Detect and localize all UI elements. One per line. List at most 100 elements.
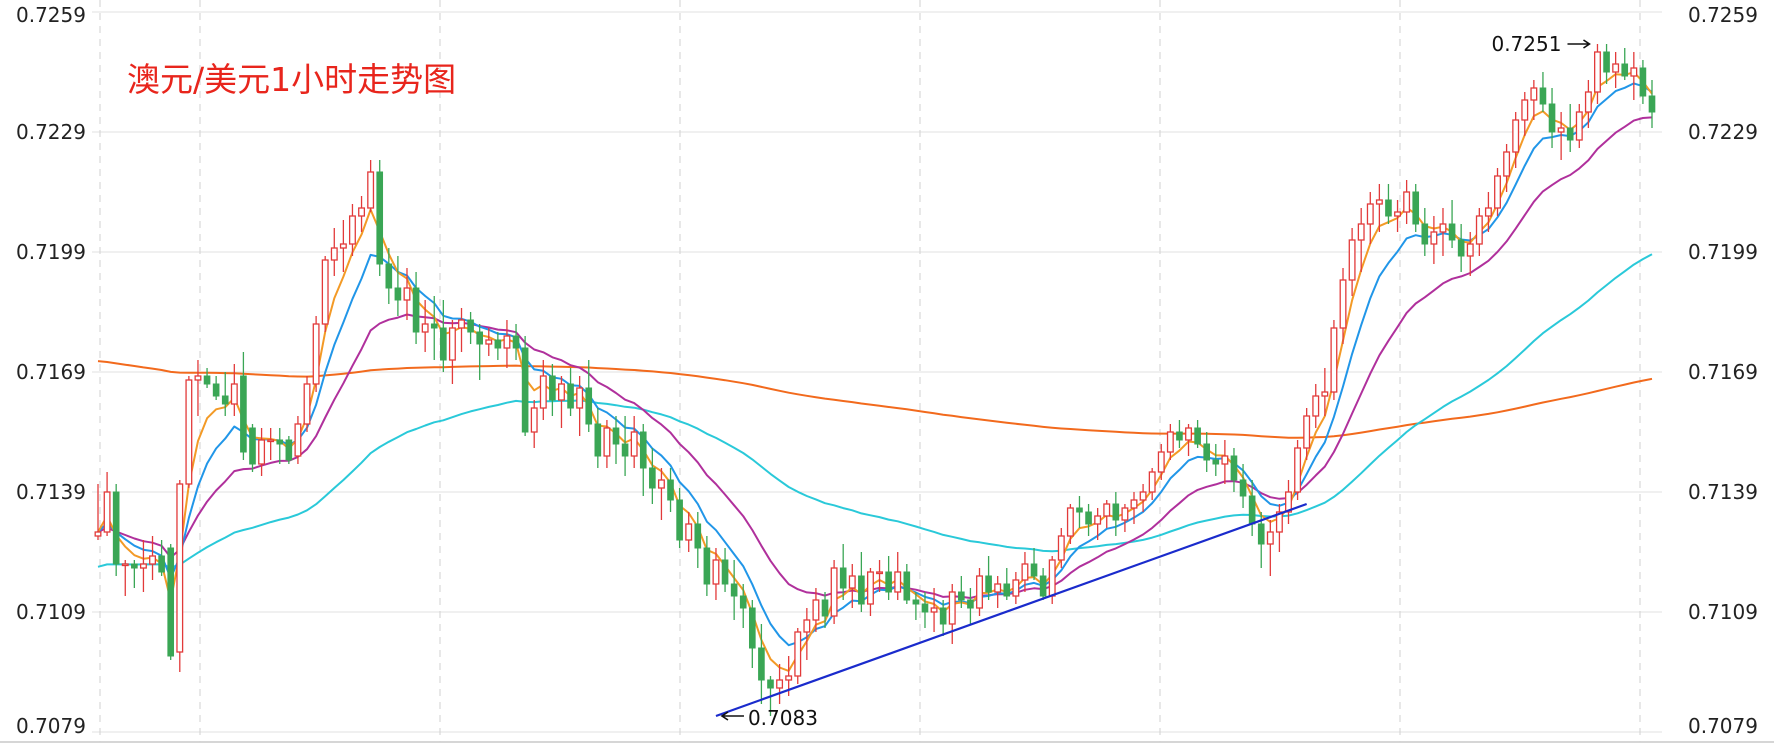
candle xyxy=(294,416,302,464)
moving-average-lines xyxy=(97,71,1653,672)
low-arrow xyxy=(720,711,744,721)
candle-body-up xyxy=(367,171,375,209)
candle xyxy=(594,408,602,468)
candle-body-up xyxy=(1403,191,1411,213)
candle xyxy=(1375,184,1383,232)
candle-body-up xyxy=(1012,579,1020,597)
candle xyxy=(1294,440,1302,500)
candle-body-down xyxy=(203,375,211,385)
candle-body-up xyxy=(830,567,838,617)
candle-body-down xyxy=(594,423,602,457)
candle-body-up xyxy=(1103,503,1111,517)
candle xyxy=(131,560,138,588)
candle xyxy=(685,512,693,552)
candle xyxy=(1057,528,1065,568)
candle xyxy=(1612,52,1620,88)
candle-body-down xyxy=(394,287,402,301)
candle-body-up xyxy=(1094,515,1102,525)
candle-body-down xyxy=(758,647,765,681)
candle xyxy=(739,584,747,628)
candle xyxy=(1157,444,1165,480)
vertical-grid xyxy=(99,0,1641,742)
candle xyxy=(394,256,402,316)
candle xyxy=(585,360,593,432)
candle-body-up xyxy=(776,679,784,689)
candle-body-up xyxy=(794,631,802,677)
candle xyxy=(794,628,802,684)
candle xyxy=(440,300,447,372)
candle xyxy=(1176,420,1183,448)
chart-title: 澳元/美元1小时走势图 xyxy=(127,60,456,99)
candle-body-up xyxy=(657,479,665,489)
candle-body-up xyxy=(894,571,902,593)
candle xyxy=(558,376,565,428)
candle-body-down xyxy=(1448,223,1456,241)
candle xyxy=(821,592,829,628)
candle xyxy=(657,468,665,520)
candle xyxy=(1494,168,1501,216)
candle xyxy=(1203,432,1211,472)
candle-body-up xyxy=(1057,535,1065,561)
candle-body-down xyxy=(1039,575,1047,597)
candle-body-up xyxy=(1221,455,1229,465)
candle xyxy=(267,428,275,460)
candle xyxy=(1557,112,1565,160)
candle xyxy=(1094,508,1102,540)
candle xyxy=(1330,320,1338,400)
y-axis-right: 0.7259 0.7229 0.7199 0.7169 0.7139 0.7109 0.70… xyxy=(1688,3,1758,738)
candle-body-up xyxy=(685,523,693,541)
candle-body-down xyxy=(1176,431,1183,441)
candle-body-down xyxy=(730,583,738,597)
candle xyxy=(876,560,884,592)
candle-body-up xyxy=(558,383,565,401)
candle-body-up xyxy=(1612,63,1620,73)
candle-body-down xyxy=(549,375,556,401)
ma-purple-line xyxy=(97,116,1653,599)
candle-body-down xyxy=(985,575,992,593)
candle xyxy=(467,312,474,344)
candle-body-down xyxy=(412,287,420,333)
candle-body-down xyxy=(1248,495,1256,525)
candle xyxy=(721,548,729,592)
candle-body-up xyxy=(1312,395,1320,417)
candle xyxy=(1621,48,1629,80)
candle-body-up xyxy=(1139,491,1147,501)
candle xyxy=(1457,224,1465,272)
candle-body-up xyxy=(712,559,720,585)
candle xyxy=(1339,268,1347,344)
candle-body-up xyxy=(176,483,184,653)
candle xyxy=(1475,208,1483,256)
candle-body-down xyxy=(376,171,384,265)
candle xyxy=(412,272,420,344)
candle xyxy=(1385,184,1392,224)
candle-body-up xyxy=(103,491,111,533)
candle-body-up xyxy=(1275,511,1283,533)
candle xyxy=(185,376,193,488)
candle-body-down xyxy=(821,599,829,617)
candle xyxy=(240,352,247,460)
candle xyxy=(1012,572,1020,604)
candle xyxy=(1466,232,1474,276)
candle-body-up xyxy=(503,335,511,349)
candle-body-up xyxy=(421,323,429,333)
candle xyxy=(885,556,892,600)
candle-body-down xyxy=(612,427,620,445)
candle xyxy=(748,600,756,668)
candle-body-up xyxy=(294,423,302,457)
candle xyxy=(567,368,574,416)
candle xyxy=(494,332,502,360)
candle xyxy=(212,376,220,400)
candle xyxy=(230,364,238,416)
candle-body-down xyxy=(385,263,393,289)
candle xyxy=(358,196,366,232)
candle-body-down xyxy=(512,335,520,349)
candle xyxy=(203,368,211,388)
candle-body-up xyxy=(1394,211,1402,217)
candle xyxy=(1212,444,1220,476)
candle-body-down xyxy=(131,563,138,569)
candle-body-down xyxy=(212,383,220,397)
candle xyxy=(1484,192,1492,232)
candle-body-up xyxy=(1285,491,1292,513)
candle xyxy=(1103,500,1111,528)
candle xyxy=(1503,144,1511,192)
